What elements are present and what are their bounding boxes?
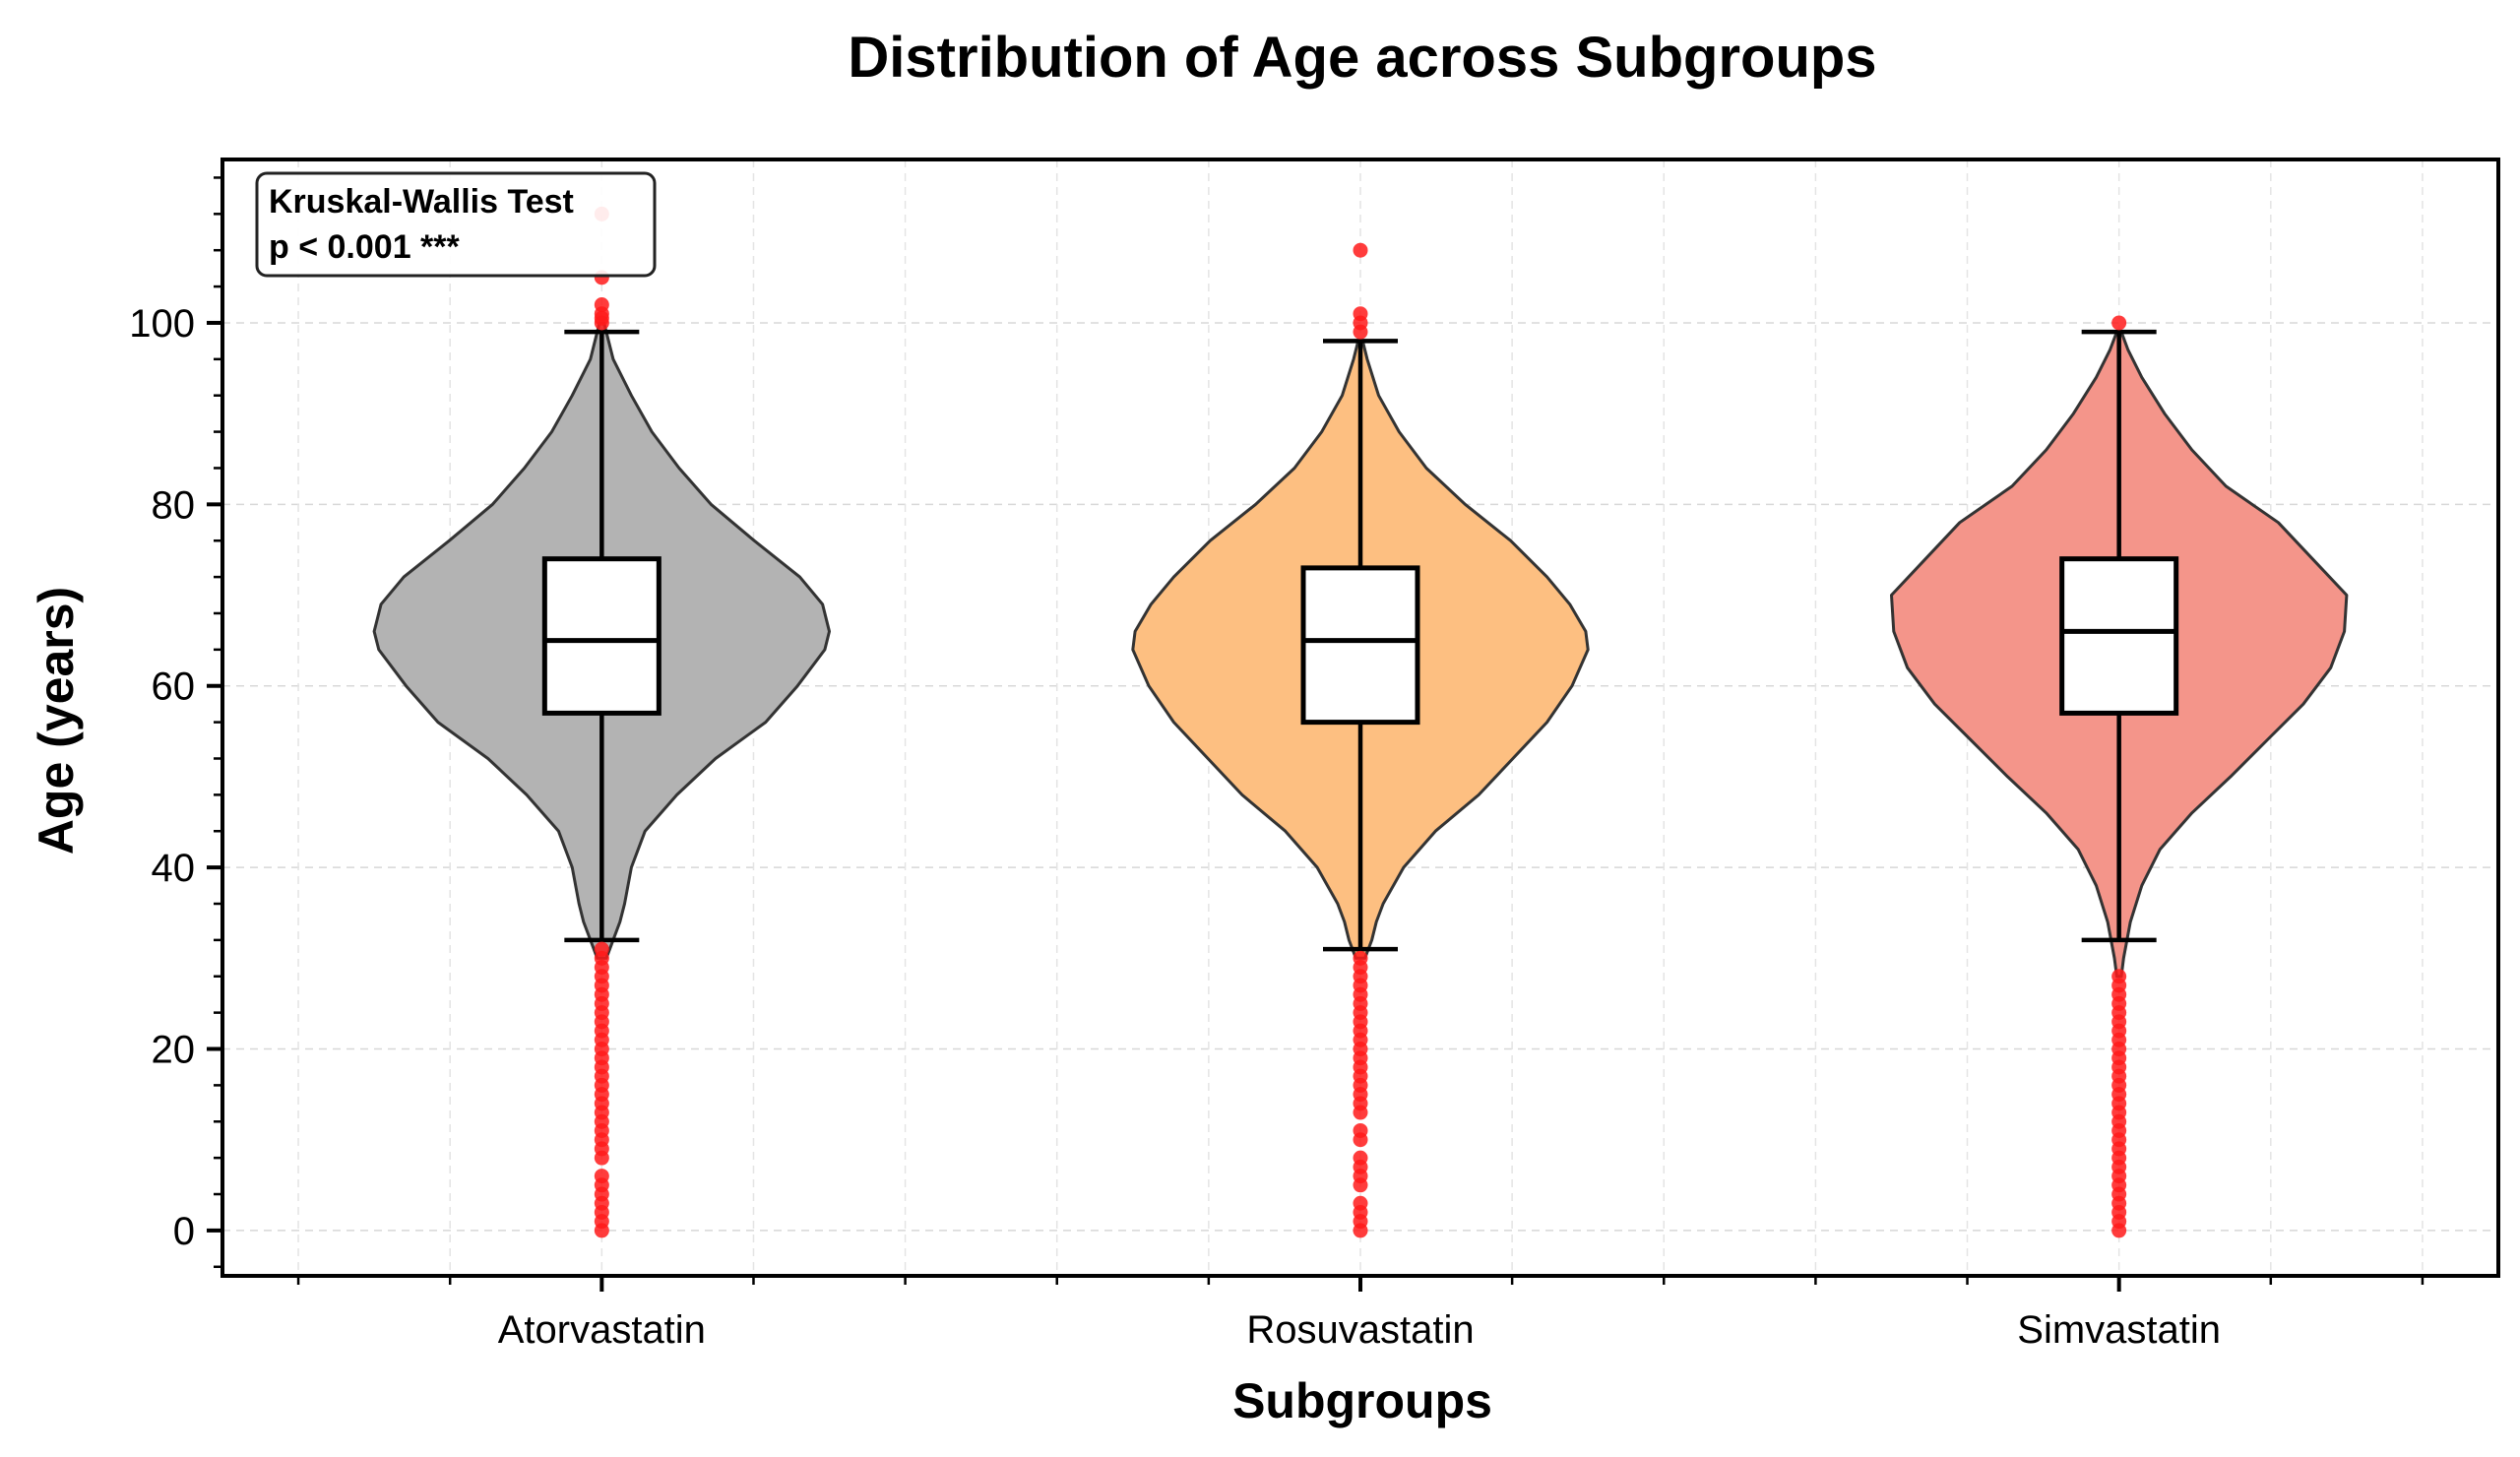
iqr-box (1300, 565, 1420, 726)
outlier-point (594, 1169, 609, 1184)
x-tick-label: Rosuvastatin (1246, 1308, 1474, 1352)
x-tick-label: Atorvastatin (498, 1308, 706, 1352)
stat-annotation: Kruskal-Wallis Test p < 0.001 *** (255, 171, 657, 278)
outlier-point (1353, 1150, 1368, 1166)
y-tick-label: 100 (129, 302, 195, 346)
y-tick-label: 20 (152, 1029, 196, 1072)
annotation-frame (255, 171, 657, 278)
annotation-p-value: p < 0.001 *** (269, 228, 461, 266)
x-tick-label: Simvastatin (2017, 1308, 2221, 1352)
outlier-point (594, 297, 609, 313)
outlier-point (1353, 1195, 1368, 1211)
outlier-point (2111, 315, 2127, 331)
y-tick-label: 40 (152, 847, 196, 890)
x-axis-label: Subgroups (1232, 1373, 1492, 1428)
axes: 0 20 40 60 80 100 Atorvastatin Rosuvastatin Simv… (129, 176, 2425, 1352)
outlier-point (2111, 969, 2127, 984)
iqr-box (2059, 556, 2179, 716)
box-plots (541, 329, 2179, 952)
y-tick-label: 80 (152, 483, 196, 527)
outlier-point (1353, 306, 1368, 322)
outlier-point (594, 941, 609, 957)
iqr-box (541, 556, 662, 716)
outlier-point (1353, 1122, 1368, 1138)
outlier-point (1353, 242, 1368, 258)
outlier-point (1353, 950, 1368, 966)
y-tick-label: 60 (152, 665, 196, 709)
outlier-points (594, 206, 2127, 1238)
y-axis-label: Age (years) (29, 587, 84, 855)
chart-title: Distribution of Age across Subgroups (848, 26, 1876, 90)
annotation-test-name: Kruskal-Wallis Test (269, 183, 574, 221)
y-tick-label: 0 (173, 1210, 195, 1253)
